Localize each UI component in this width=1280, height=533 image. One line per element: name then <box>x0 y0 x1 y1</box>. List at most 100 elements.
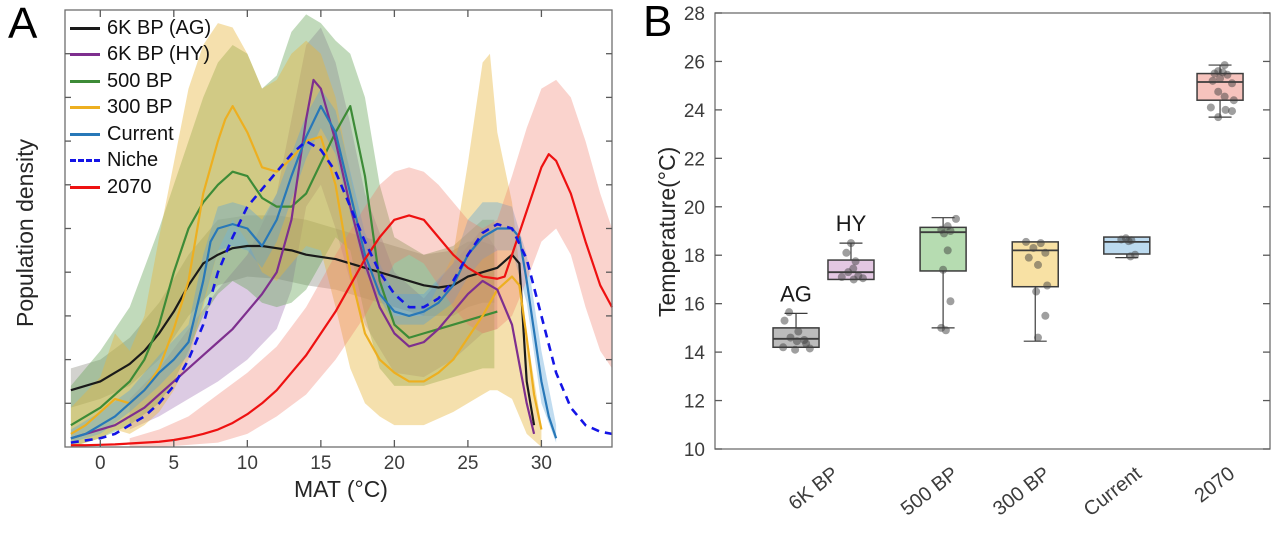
category-label-500-bp: 500 BP <box>897 463 962 521</box>
panel-a-letter: A <box>8 0 38 48</box>
data-point <box>1022 237 1031 246</box>
data-point <box>1220 92 1229 101</box>
curve-niche <box>70 139 613 444</box>
band-500-bp <box>70 14 495 448</box>
y-tick-label: 20 <box>684 198 705 219</box>
legend-item-2070: 2070 <box>70 174 211 201</box>
legend-label-6k-bp-ag: 6K BP (AG) <box>107 16 212 39</box>
data-point <box>844 268 853 277</box>
data-point <box>1214 87 1223 96</box>
data-point <box>1229 96 1238 105</box>
legend-label-300-bp: 300 BP <box>107 96 173 119</box>
band-6k-bp-ag <box>70 215 495 408</box>
legend-swatch-500-bp <box>70 79 100 83</box>
panel-b-plot: AG HY 10 12 14 16 18 20 22 24 26 28 6K BP 500 BP 300 B… <box>684 4 1271 521</box>
box-6k-bp-ag: AG <box>772 281 820 354</box>
x-tick-label: 0 <box>95 453 106 474</box>
data-point <box>794 327 803 336</box>
data-point <box>1216 74 1225 83</box>
data-point <box>1033 260 1042 269</box>
box-300-bp <box>1011 237 1059 342</box>
box-6k-bp-hy: HY <box>827 211 875 284</box>
y-tick-label: 22 <box>684 149 705 170</box>
band-2070 <box>129 79 613 448</box>
panel-a-y-axis-label: Population density <box>12 139 38 327</box>
data-point <box>939 265 948 274</box>
legend-label-6k-bp-hy: 6K BP (HY) <box>107 43 210 66</box>
category-label-6k-bp: 6K BP <box>785 463 843 515</box>
category-label-2070: 2070 <box>1191 463 1240 508</box>
data-point <box>1221 105 1230 114</box>
curve-300-bp <box>70 105 543 435</box>
legend-swatch-300-bp <box>70 106 100 110</box>
data-point <box>1033 333 1042 342</box>
data-point <box>1041 248 1050 257</box>
scatter-2070 <box>1206 61 1238 122</box>
data-point <box>1228 79 1237 88</box>
y-tick-label: 28 <box>684 4 705 25</box>
scatter-6k-bp-hy <box>837 239 867 284</box>
data-point <box>1220 61 1229 70</box>
data-point <box>851 257 860 266</box>
data-point <box>785 308 794 317</box>
legend-item-current: Current <box>70 121 211 148</box>
annotation-hy: HY <box>836 211 867 236</box>
data-point <box>1117 235 1126 244</box>
y-tick-label: 16 <box>684 295 705 316</box>
data-point <box>849 275 858 284</box>
legend-swatch-6k-bp-hy <box>70 53 100 57</box>
data-point <box>842 248 851 257</box>
x-tick-label: 25 <box>457 453 478 474</box>
data-point <box>805 344 814 353</box>
panel-b-y-axis-label: Temperature(°C) <box>654 146 680 317</box>
legend-label-2070: 2070 <box>107 175 152 198</box>
data-point <box>1228 107 1237 116</box>
data-point <box>1036 239 1045 248</box>
data-point <box>1210 69 1219 78</box>
legend-label-current: Current <box>107 122 174 145</box>
data-point <box>786 333 795 342</box>
panel-a-x-axis-label: MAT (°C) <box>294 476 388 502</box>
box-2070 <box>1196 61 1244 122</box>
panel-b-axes-box <box>714 12 1271 450</box>
x-tick-label: 30 <box>531 453 552 474</box>
y-tick-label: 26 <box>684 52 705 73</box>
scatter-500-bp <box>937 214 960 335</box>
legend-swatch-current <box>70 132 100 136</box>
legend-swatch-2070 <box>70 185 100 189</box>
x-tick-label: 15 <box>310 453 331 474</box>
y-tick-label: 18 <box>684 246 705 267</box>
curve-6k-bp-hy <box>70 78 536 440</box>
scatter-6k-bp-ag <box>779 308 814 354</box>
data-point <box>951 214 960 223</box>
x-tick-label: 20 <box>384 453 405 474</box>
band-current <box>70 88 557 443</box>
panel-a-plot: 0 5 10 15 20 25 30 <box>64 9 613 474</box>
scatter-current <box>1117 234 1140 261</box>
data-point <box>792 337 801 346</box>
data-point <box>779 343 788 352</box>
curve-current <box>70 105 558 440</box>
legend-item-6k-bp-ag: 6K BP (AG) <box>70 15 211 42</box>
curve-2070 <box>70 153 613 447</box>
legend: 6K BP (AG) 6K BP (HY) 500 BP 300 BP Current N… <box>70 15 211 201</box>
y-tick-label: 10 <box>684 440 705 461</box>
legend-swatch-6k-bp-ag <box>70 26 100 30</box>
category-label-300-bp: 300 BP <box>989 463 1054 521</box>
data-point <box>1214 113 1223 122</box>
y-tick-label: 14 <box>684 343 706 364</box>
y-tick-label: 12 <box>684 392 705 413</box>
data-point <box>837 273 846 282</box>
band-6k-bp-hy <box>129 27 498 430</box>
curve-500-bp <box>70 105 498 427</box>
data-point <box>946 227 955 235</box>
x-tick-label: 10 <box>237 453 258 474</box>
panel-b-letter: B <box>643 0 673 46</box>
legend-label-niche: Niche <box>107 149 159 172</box>
legend-item-6k-bp-hy: 6K BP (HY) <box>70 42 211 69</box>
data-point <box>1208 76 1217 85</box>
annotation-ag: AG <box>780 281 812 306</box>
box-current <box>1103 234 1151 261</box>
